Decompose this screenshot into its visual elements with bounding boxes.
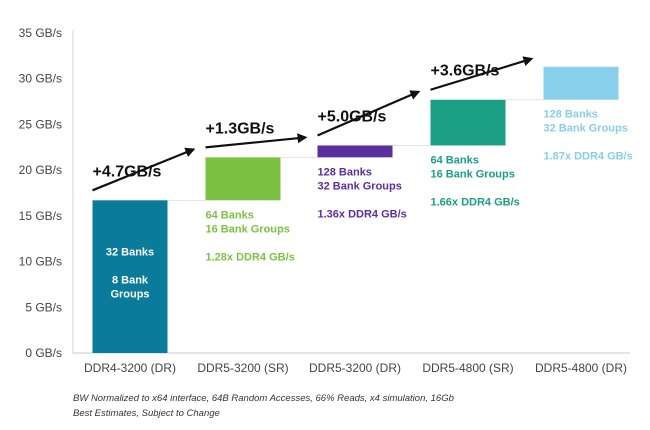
x-category-label: DDR5-4800 (DR) — [535, 361, 627, 375]
increment-label: +4.7GB/s — [93, 163, 162, 180]
bar-annotation-text: 64 Banks — [431, 154, 479, 166]
bar-annotation-text: Groups — [110, 288, 149, 300]
footnote-line-2: Best Estimates, Subject to Change — [73, 408, 220, 419]
increment-arrow — [317, 90, 421, 137]
increment-label: +1.3GB/s — [206, 120, 275, 137]
increment-label: +3.6GB/s — [431, 63, 500, 80]
bar-annotation-text: 8 Bank — [112, 274, 149, 286]
bar-annotation-text: 32 Bank Groups — [544, 123, 628, 135]
bar — [205, 157, 281, 201]
y-tick-label: 35 GB/s — [19, 26, 62, 40]
bar-annotation-text: 1.66x DDR4 GB/s — [431, 196, 520, 208]
y-tick-label: 25 GB/s — [19, 117, 62, 131]
bar — [92, 200, 168, 353]
bar-annotation-text: 32 Banks — [106, 246, 154, 258]
x-category-label: DDR4-3200 (DR) — [84, 361, 176, 375]
increment-arrow — [430, 56, 534, 91]
footnote-line-1: BW Normalized to x64 interface, 64B Rand… — [73, 393, 454, 404]
y-tick-label: 0 GB/s — [25, 346, 62, 360]
y-tick-label: 5 GB/s — [25, 300, 62, 314]
x-category-label: DDR5-3200 (DR) — [309, 361, 401, 375]
bar-annotation-text: 64 Banks — [206, 209, 254, 221]
bar-annotation-text: 128 Banks — [544, 109, 598, 121]
x-category-label: DDR5-3200 (SR) — [197, 361, 288, 375]
bar-annotation-text: 128 Banks — [318, 166, 372, 178]
bar-annotation-text: 1.36x DDR4 GB/s — [318, 208, 407, 220]
increment-arrow — [92, 147, 196, 192]
y-tick-label: 30 GB/s — [19, 72, 62, 86]
bar-annotation-text: 16 Bank Groups — [431, 168, 515, 180]
bar-annotation-text: 1.28x DDR4 GB/s — [206, 251, 295, 263]
bar — [543, 66, 619, 100]
x-category-label: DDR5-4800 (SR) — [422, 361, 513, 375]
increment-arrow — [205, 133, 308, 149]
increment-label: +5.0GB/s — [318, 108, 387, 125]
bar-annotation-text: 1.87x DDR4 GB/s — [544, 151, 633, 163]
y-tick-label: 15 GB/s — [19, 209, 62, 223]
bar-annotation-text: 32 Bank Groups — [318, 180, 402, 192]
bar-annotation-text: 16 Bank Groups — [206, 223, 290, 235]
bar — [430, 99, 506, 146]
bar — [317, 145, 393, 158]
y-tick-label: 20 GB/s — [19, 163, 62, 177]
y-tick-label: 10 GB/s — [19, 255, 62, 269]
